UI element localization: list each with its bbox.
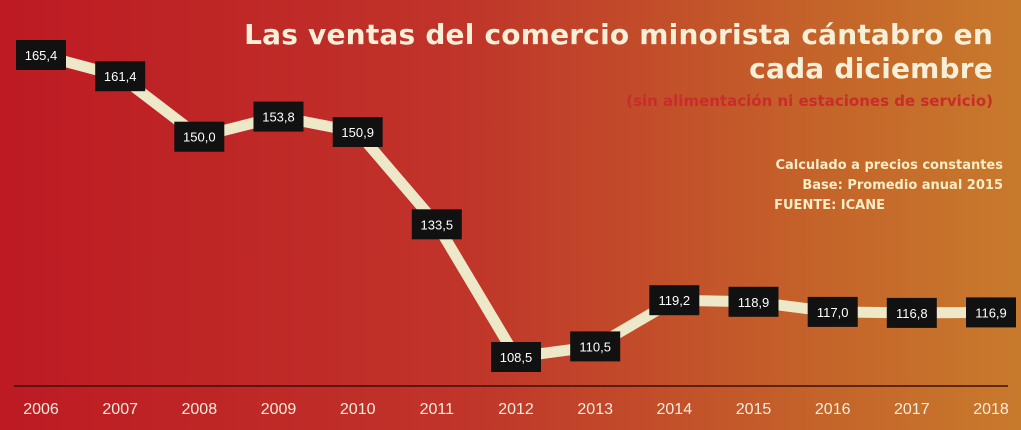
data-point-2016: 117,0	[807, 296, 858, 327]
data-label-box	[332, 117, 383, 147]
data-label: 165,4	[25, 48, 58, 63]
data-point-2013: 110,5	[570, 331, 621, 362]
data-label: 161,4	[104, 69, 137, 84]
data-label: 108,5	[500, 350, 533, 365]
data-point-2009: 153,8	[253, 101, 304, 132]
data-point-2011: 133,5	[411, 209, 462, 240]
data-point-2017: 116,8	[886, 297, 937, 328]
data-label: 116,9	[975, 305, 1007, 320]
data-point-2007: 161,4	[95, 61, 146, 92]
x-tick-label: 2006	[23, 401, 59, 418]
x-tick-layer: 2006 2007 2008 2009 2010 2011 2012 2013 2014 2015…	[23, 401, 1009, 418]
x-tick-label: 2016	[815, 401, 851, 418]
data-label: 119,2	[659, 293, 691, 308]
data-point-2012: 108,5	[491, 342, 541, 372]
data-label: 110,5	[579, 339, 611, 354]
data-label-box	[174, 121, 225, 152]
data-label-box	[570, 331, 621, 362]
data-point-2010: 150,9	[332, 117, 383, 147]
x-tick-label: 2018	[973, 401, 1009, 418]
x-tick-label: 2012	[498, 401, 534, 418]
chart-title: Las ventas del comercio minorista cántab…	[244, 18, 993, 85]
data-label: 118,9	[738, 295, 770, 310]
x-tick-label: 2011	[420, 401, 455, 418]
data-point-2018: 116,9	[966, 297, 1016, 328]
data-point-2006: 165,4	[16, 40, 66, 70]
x-tick-label: 2015	[736, 401, 772, 418]
data-point-2008: 150,0	[174, 121, 225, 152]
data-label: 153,8	[262, 110, 295, 125]
data-label-box	[728, 286, 779, 317]
data-label-box	[491, 342, 541, 372]
data-label-box	[253, 101, 304, 132]
note-prices: Calculado a precios constantes	[775, 158, 1003, 173]
note-base: Base: Promedio anual 2015	[802, 178, 1003, 193]
note-source: FUENTE: ICANE	[774, 198, 885, 213]
x-tick-label: 2009	[261, 401, 297, 418]
x-tick-label: 2013	[577, 401, 613, 418]
data-label-box	[411, 209, 462, 240]
data-label: 150,9	[341, 125, 374, 140]
data-label-box	[966, 297, 1016, 328]
chart-subtitle: (sin alimentación ni estaciones de servi…	[626, 92, 993, 110]
data-label-box	[649, 285, 700, 316]
data-label-box	[95, 61, 146, 92]
data-label: 150,0	[183, 130, 216, 145]
x-tick-label: 2014	[657, 401, 693, 418]
x-tick-label: 2017	[894, 401, 930, 418]
x-tick-label: 2007	[102, 401, 138, 418]
x-tick-label: 2008	[182, 401, 218, 418]
data-label-layer: 165,4 161,4 150,0 153,8 150,9 133,5 108,5 110,5…	[16, 40, 1016, 372]
data-label: 116,8	[896, 306, 928, 321]
data-label: 117,0	[817, 305, 849, 320]
data-point-2014: 119,2	[649, 285, 700, 316]
data-label: 133,5	[421, 217, 454, 232]
data-label-box	[886, 297, 937, 328]
data-point-2015: 118,9	[728, 286, 779, 317]
chart-notes: Calculado a precios constantes Base: Pro…	[603, 156, 1003, 216]
data-label-box	[16, 40, 66, 70]
x-tick-label: 2010	[340, 401, 376, 418]
data-label-box	[807, 296, 858, 327]
